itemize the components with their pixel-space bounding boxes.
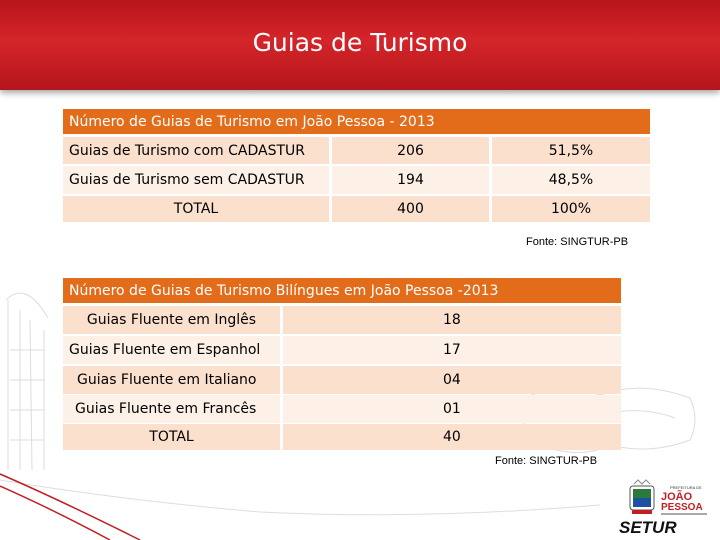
logo-line3: PESSOA: [661, 502, 703, 513]
coat-of-arms-icon: [629, 479, 655, 514]
row-label: TOTAL: [63, 196, 329, 222]
row-value: 04: [283, 366, 621, 394]
row-value: 400: [332, 196, 489, 222]
table-row: Guias de Turismo sem CADASTUR 194 48,5%: [63, 166, 650, 194]
table1-title: Número de Guias de Turismo em João Pesso…: [63, 109, 650, 134]
title-banner: Guias de Turismo: [0, 0, 720, 90]
table2-title: Número de Guias de Turismo Bilíngues em …: [63, 278, 621, 303]
row-label: Guias de Turismo sem CADASTUR: [63, 166, 329, 194]
row-value: 17: [283, 336, 621, 364]
row-label: TOTAL: [63, 424, 280, 450]
logo-line2: JOÃO: [661, 490, 693, 503]
row-percent: 100%: [492, 196, 650, 222]
table-row: Guias Fluente em Francês 01: [63, 395, 621, 423]
page-title: Guias de Turismo: [252, 28, 468, 57]
table1-source: Fonte: SINGTUR-PB: [526, 236, 629, 248]
row-label: Guias Fluente em Italiano: [63, 366, 280, 394]
row-value: 40: [283, 424, 621, 450]
row-label: Guias de Turismo com CADASTUR: [63, 137, 329, 164]
table-row: Guias Fluente em Espanhol 17: [63, 336, 621, 364]
row-value: 01: [283, 395, 621, 423]
row-value: 194: [332, 166, 489, 194]
logo-line1: PREFEITURA DE: [670, 485, 702, 490]
setur-brand: SETUR: [619, 518, 677, 537]
table-row: TOTAL 40: [63, 424, 621, 450]
table-row: TOTAL 400 100%: [63, 196, 650, 222]
row-value: 18: [283, 306, 621, 334]
row-percent: 48,5%: [492, 166, 650, 194]
table-row: Guias Fluente em Inglês 18: [63, 306, 621, 334]
row-value: 206: [332, 137, 489, 164]
row-percent: 51,5%: [492, 137, 650, 164]
table2-source: Fonte: SINGTUR-PB: [495, 455, 598, 467]
row-label: Guias Fluente em Inglês: [63, 306, 280, 334]
table-row: Guias Fluente em Italiano 04: [63, 366, 621, 394]
prefeitura-logo: PREFEITURA DE JOÃO PESSOA: [629, 479, 707, 515]
row-label: Guias Fluente em Francês: [63, 395, 280, 423]
row-label: Guias Fluente em Espanhol: [63, 336, 280, 364]
table-row: Guias de Turismo com CADASTUR 206 51,5%: [63, 137, 650, 164]
